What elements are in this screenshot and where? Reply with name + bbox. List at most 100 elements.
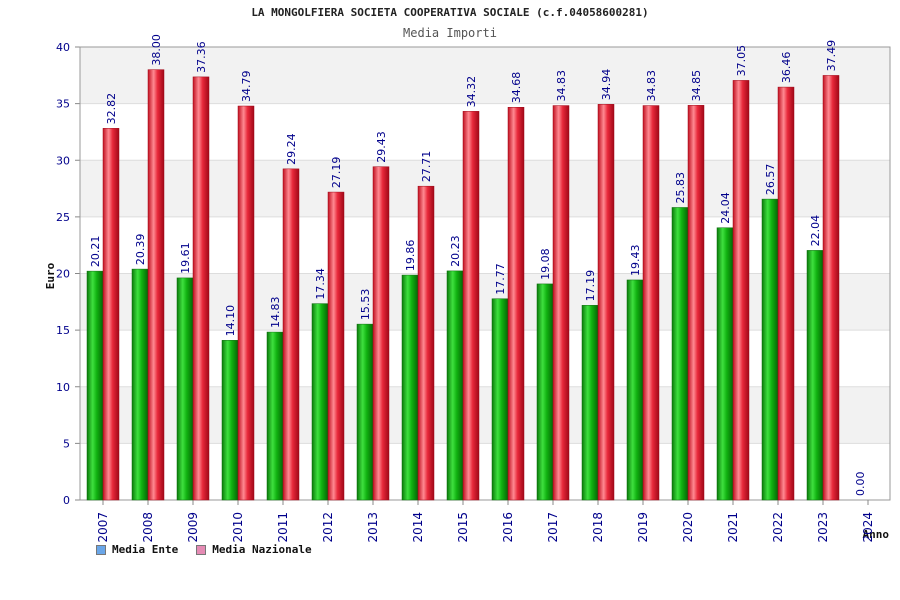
bar-media-ente	[491, 298, 509, 501]
bar-media-ente	[266, 331, 284, 501]
bar-media-nazionale	[147, 69, 165, 501]
background-band	[80, 160, 890, 217]
legend-swatch-nazionale	[196, 544, 207, 555]
bar-media-ente	[401, 274, 419, 501]
bar-media-ente	[356, 323, 374, 501]
y-tick-label: 25	[56, 211, 70, 224]
data-label-ente: 0.00	[854, 472, 867, 497]
data-label-ente: 17.19	[584, 270, 597, 302]
data-label-ente: 20.21	[89, 236, 102, 268]
bar-media-ente	[221, 340, 239, 501]
x-tick-label: 2017	[546, 512, 560, 543]
data-label-ente: 25.83	[674, 172, 687, 204]
y-tick-label: 5	[63, 437, 70, 450]
y-tick-label: 35	[56, 98, 70, 111]
bar-media-ente	[806, 250, 824, 501]
x-tick-label: 2007	[96, 512, 110, 543]
bar-media-nazionale	[552, 105, 570, 501]
bar-media-ente	[581, 305, 599, 501]
bar-media-nazionale	[372, 166, 390, 501]
bar-media-ente	[536, 283, 554, 501]
y-tick-label: 30	[56, 154, 70, 167]
legend-item-nazionale: Media Nazionale	[196, 543, 312, 556]
x-tick-label: 2018	[591, 512, 605, 543]
bar-media-nazionale	[417, 185, 435, 501]
data-label-ente: 22.04	[809, 215, 822, 247]
background-band	[80, 273, 890, 331]
x-tick-label: 2010	[231, 512, 245, 543]
bar-media-nazionale	[687, 105, 705, 501]
data-label-nazionale: 34.79	[240, 71, 253, 103]
bar-media-ente	[716, 227, 734, 501]
x-tick-label: 2020	[681, 512, 695, 543]
bar-media-nazionale	[462, 111, 480, 501]
data-label-ente: 17.77	[494, 263, 507, 295]
data-label-ente: 17.34	[314, 268, 327, 300]
x-tick-label: 2019	[636, 512, 650, 543]
bar-media-nazionale	[507, 106, 525, 501]
bar-media-nazionale	[102, 128, 120, 501]
bar-media-nazionale	[777, 86, 795, 501]
data-label-nazionale: 27.19	[330, 157, 343, 189]
y-tick-label: 40	[56, 41, 70, 54]
y-axis-label: Euro	[44, 262, 57, 289]
y-tick-label: 15	[56, 324, 70, 337]
data-label-ente: 14.83	[269, 297, 282, 329]
y-tick-label: 20	[56, 268, 70, 281]
data-label-ente: 19.43	[629, 244, 642, 276]
plot-frame	[79, 46, 891, 501]
background-band	[80, 47, 890, 104]
data-label-ente: 19.08	[539, 248, 552, 280]
x-axis-label: Anno	[863, 528, 890, 541]
chart-title: LA MONGOLFIERA SOCIETA COOPERATIVA SOCIA…	[251, 6, 649, 19]
x-tick-label: 2022	[771, 512, 785, 543]
chart-subtitle: Media Importi	[403, 26, 497, 40]
x-tick-label: 2021	[726, 512, 740, 543]
background-band	[80, 386, 890, 444]
bar-media-nazionale	[642, 105, 660, 501]
bar-media-ente	[446, 270, 464, 501]
x-tick-label: 2013	[366, 512, 380, 543]
bar-media-ente	[131, 268, 149, 501]
x-tick-label: 2012	[321, 512, 335, 543]
bar-media-ente	[761, 198, 779, 501]
x-tick-label: 2011	[276, 512, 290, 543]
bar-media-ente	[86, 270, 104, 501]
data-label-nazionale: 32.82	[105, 93, 118, 125]
bar-media-nazionale	[192, 76, 210, 501]
x-tick-label: 2014	[411, 512, 425, 543]
data-label-nazionale: 34.83	[645, 70, 658, 102]
bar-media-nazionale	[822, 75, 840, 501]
data-label-nazionale: 34.83	[555, 70, 568, 102]
bar-media-nazionale	[732, 80, 750, 501]
bar-media-ente	[311, 303, 329, 501]
bar-media-nazionale	[237, 105, 255, 501]
legend-label-nazionale: Media Nazionale	[212, 543, 312, 556]
x-tick-label: 2024	[861, 512, 875, 543]
data-label-nazionale: 36.46	[780, 52, 793, 84]
data-label-nazionale: 34.85	[690, 70, 703, 102]
data-label-nazionale: 29.24	[285, 133, 298, 165]
bar-media-ente	[671, 207, 689, 501]
x-tick-label: 2008	[141, 512, 155, 543]
x-tick-label: 2023	[816, 512, 830, 543]
bar-media-nazionale	[327, 191, 345, 501]
bar-media-ente	[626, 279, 644, 501]
data-label-nazionale: 34.94	[600, 69, 613, 101]
x-tick-label: 2015	[456, 512, 470, 543]
legend: Media Ente Media Nazionale	[96, 543, 312, 556]
x-tick-label: 2009	[186, 512, 200, 543]
data-label-nazionale: 37.36	[195, 41, 208, 73]
x-tick-label: 2016	[501, 512, 515, 543]
y-tick-label: 0	[63, 494, 70, 507]
data-label-nazionale: 34.68	[510, 72, 523, 104]
data-label-nazionale: 38.00	[150, 34, 163, 66]
data-label-ente: 20.23	[449, 235, 462, 267]
data-label-nazionale: 27.71	[420, 151, 433, 183]
legend-swatch-ente	[96, 544, 106, 555]
data-label-nazionale: 37.05	[735, 45, 748, 77]
data-label-ente: 20.39	[134, 234, 147, 266]
data-label-ente: 26.57	[764, 164, 777, 196]
data-label-nazionale: 37.49	[825, 40, 838, 72]
